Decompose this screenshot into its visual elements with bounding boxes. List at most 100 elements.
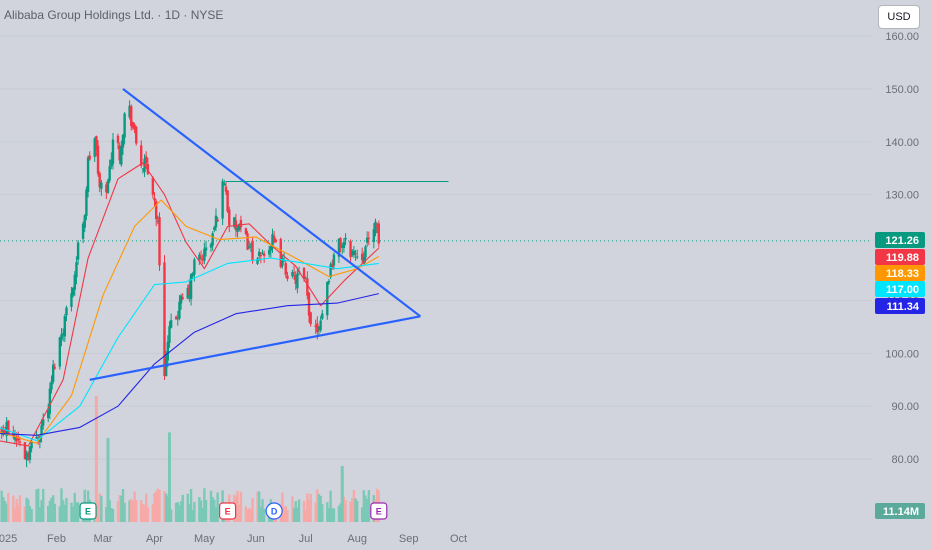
candle-body xyxy=(158,217,161,266)
candle-body xyxy=(364,246,367,258)
currency-button[interactable]: USD xyxy=(878,5,920,29)
volume-bar xyxy=(309,493,312,522)
volume-bar xyxy=(282,506,286,522)
volume-bar xyxy=(216,492,219,522)
candle-body xyxy=(214,215,218,228)
candle-body xyxy=(349,240,352,258)
triangle-lower-trendline[interactable] xyxy=(89,315,421,381)
price-label-text: 111.34 xyxy=(887,301,920,313)
volume-bar xyxy=(164,493,168,522)
volume-bar xyxy=(110,508,113,522)
dividend-marker[interactable] xyxy=(265,502,283,520)
price-axis[interactable]: 160.00150.00140.00130.00110.00100.0090.0… xyxy=(885,31,919,466)
volume-bar xyxy=(58,506,62,522)
volume-bar xyxy=(181,494,184,522)
candle-body xyxy=(365,237,369,243)
candle-body xyxy=(193,259,196,275)
candle-body xyxy=(367,237,371,239)
time-tick-label: Apr xyxy=(146,533,163,545)
time-tick-label: Mar xyxy=(94,533,113,545)
volume-bar xyxy=(121,488,125,522)
event-marker-label: E xyxy=(85,507,91,517)
earnings-marker[interactable] xyxy=(79,502,97,520)
price-label-badge xyxy=(875,298,925,314)
candle-body xyxy=(178,301,181,319)
candle-body xyxy=(133,124,136,130)
volume-bar xyxy=(362,490,366,522)
volume-bar xyxy=(304,509,307,522)
volume-bar xyxy=(130,499,133,522)
candle-body xyxy=(73,274,76,290)
candle-body xyxy=(5,421,8,436)
price-label-badge xyxy=(875,232,925,248)
volume-bar xyxy=(291,496,294,522)
candle-body xyxy=(0,427,3,433)
volume-bar xyxy=(118,495,121,522)
volume-bar xyxy=(63,504,67,522)
volume-bar xyxy=(174,502,178,522)
volume-bar xyxy=(332,508,336,522)
candle-body xyxy=(321,313,324,319)
volume-bar xyxy=(96,501,100,522)
volume-bar xyxy=(48,500,52,522)
volume-bar xyxy=(342,496,346,522)
candle-body xyxy=(110,159,113,167)
volume-bar xyxy=(360,507,364,522)
volume-bar xyxy=(365,499,369,522)
time-tick-label: Aug xyxy=(347,533,367,545)
earnings-marker[interactable] xyxy=(219,502,237,520)
candle-body xyxy=(317,327,321,329)
price-label-text: 118.33 xyxy=(886,268,919,280)
candle-body xyxy=(58,337,62,367)
price-label-text: 121.26 xyxy=(885,235,919,247)
trendline-drawings[interactable] xyxy=(89,88,449,381)
candle-body xyxy=(269,246,273,251)
candle-body xyxy=(355,256,359,258)
volume-bar xyxy=(46,505,50,522)
moving-average-line xyxy=(0,293,379,436)
volume-bar xyxy=(51,495,55,522)
candle-body xyxy=(106,180,110,193)
volume-bar xyxy=(344,500,347,522)
volume-bar xyxy=(297,499,301,522)
candle-body xyxy=(98,173,101,188)
candle-body xyxy=(319,320,322,331)
triangle-upper-trendline[interactable] xyxy=(122,88,421,318)
time-axis[interactable]: 2025 Feb Mar Apr May Jun Jul Aug Sep Oct xyxy=(0,533,467,545)
candle-body xyxy=(181,297,184,299)
volume-bar xyxy=(179,501,183,522)
candle-body xyxy=(53,367,57,369)
candle-body xyxy=(51,364,55,382)
candle-body xyxy=(291,272,294,277)
volume-bar xyxy=(296,507,299,522)
volume-label-badge xyxy=(875,503,925,519)
volume-bar xyxy=(188,504,191,522)
volume-bar xyxy=(176,502,179,522)
price-tick-label: 90.00 xyxy=(891,401,919,413)
candle-body xyxy=(118,145,121,161)
candle-body xyxy=(262,253,266,256)
candle-body xyxy=(48,388,52,414)
symbol-title[interactable]: Alibaba Group Holdings Ltd. · 1D · NYSE xyxy=(4,8,224,22)
price-labels: 121.26 119.88 118.33 117.00 111.34 11.14M xyxy=(875,232,925,519)
candle-body xyxy=(267,250,271,255)
candle-body xyxy=(25,452,28,461)
candle-body xyxy=(304,277,307,279)
volume-bar xyxy=(17,504,20,522)
volume-bar xyxy=(191,509,194,522)
volume-bar xyxy=(158,489,161,522)
price-label-badge xyxy=(875,281,925,297)
candle-body xyxy=(35,437,38,439)
volume-bar xyxy=(351,498,354,522)
volume-bar xyxy=(256,491,259,522)
candle-body xyxy=(131,122,135,128)
volume-bar xyxy=(186,493,189,522)
earnings-marker[interactable] xyxy=(370,502,388,520)
volume-bar xyxy=(140,500,143,522)
candle-body xyxy=(63,316,67,337)
candle-body xyxy=(211,233,214,246)
candle-body xyxy=(377,223,380,244)
event-marker-label: E xyxy=(225,507,231,517)
